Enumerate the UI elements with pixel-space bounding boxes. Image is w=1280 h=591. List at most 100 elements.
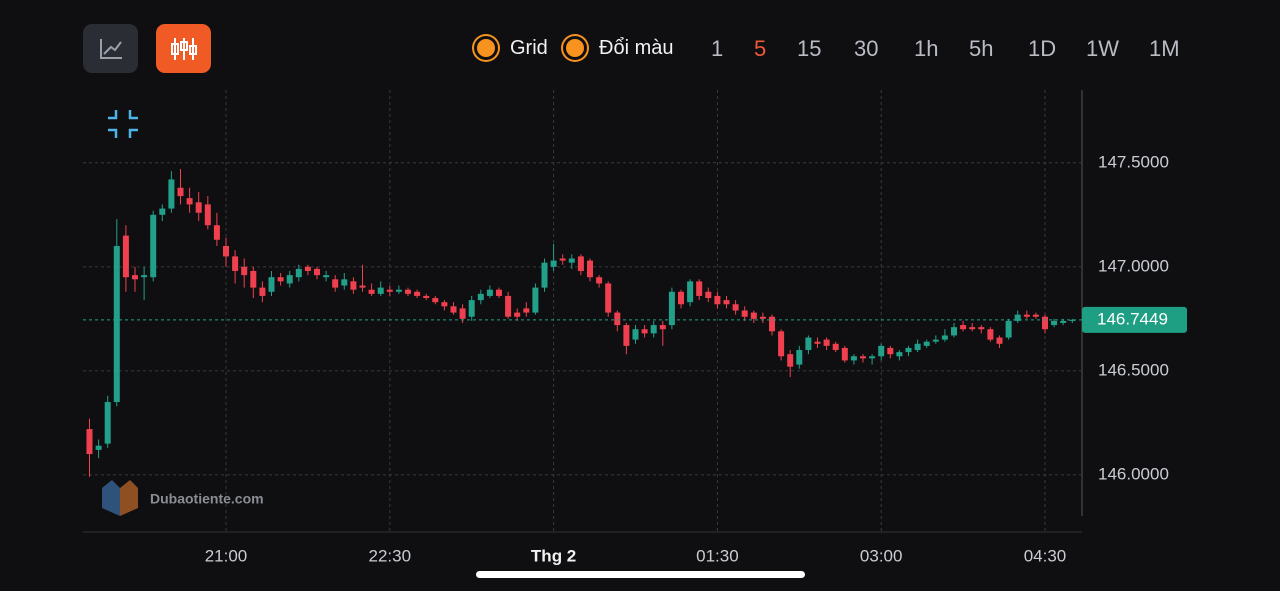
candle bbox=[568, 254, 575, 269]
candle-body bbox=[850, 356, 857, 361]
candle bbox=[1051, 318, 1058, 328]
candle-body bbox=[678, 291, 684, 305]
timeframe[interactable]: 1D bbox=[1028, 36, 1057, 61]
candle-body bbox=[623, 325, 630, 346]
candle-body bbox=[696, 281, 703, 296]
candle-body bbox=[259, 287, 266, 296]
candle bbox=[996, 335, 1003, 348]
candle-body bbox=[632, 329, 639, 340]
x-tick-label: 03:00 bbox=[860, 546, 903, 565]
timeframe-active[interactable]: 5 bbox=[754, 36, 767, 61]
candle-body bbox=[323, 275, 330, 278]
candle bbox=[423, 293, 430, 301]
candle-body bbox=[441, 302, 448, 307]
candle bbox=[104, 395, 111, 448]
candle-body bbox=[122, 235, 129, 278]
candle bbox=[132, 266, 138, 292]
candle bbox=[259, 281, 266, 303]
candle bbox=[641, 325, 648, 338]
candle-body bbox=[769, 316, 775, 332]
candle bbox=[805, 335, 812, 355]
candle-body bbox=[459, 308, 466, 319]
candle-body bbox=[750, 312, 757, 319]
candle bbox=[969, 322, 976, 332]
candle-body bbox=[1014, 314, 1021, 321]
candle bbox=[714, 291, 721, 309]
candle bbox=[596, 275, 603, 288]
candle-body bbox=[869, 356, 876, 359]
candle-body bbox=[1060, 320, 1067, 323]
timeframe[interactable]: 5h bbox=[969, 36, 994, 61]
timeframe[interactable]: 30 bbox=[854, 36, 879, 61]
candle bbox=[405, 287, 411, 296]
candle bbox=[150, 210, 157, 282]
candle-chart-button[interactable] bbox=[156, 24, 211, 73]
candle bbox=[668, 287, 675, 330]
candle-body bbox=[987, 329, 994, 340]
candle bbox=[687, 279, 694, 307]
candle bbox=[850, 354, 857, 365]
candle-body bbox=[277, 277, 284, 282]
candle-body bbox=[295, 268, 302, 278]
candle bbox=[368, 283, 375, 296]
candle-body bbox=[823, 339, 830, 346]
candle bbox=[787, 350, 794, 378]
timeframe[interactable]: 15 bbox=[797, 36, 822, 61]
candle bbox=[195, 191, 202, 222]
candle-body bbox=[951, 327, 957, 336]
candle-body bbox=[550, 260, 557, 267]
candle-body bbox=[1051, 320, 1058, 326]
candle bbox=[86, 418, 93, 477]
timeframe[interactable]: 1M bbox=[1149, 36, 1180, 61]
candle-body bbox=[204, 204, 211, 226]
timeframe[interactable]: 1 bbox=[711, 36, 724, 61]
candle bbox=[141, 266, 148, 301]
candle-body bbox=[1069, 319, 1076, 321]
candle-body bbox=[496, 289, 502, 296]
candle-body bbox=[213, 225, 220, 240]
candle bbox=[232, 250, 239, 284]
candle bbox=[1014, 310, 1021, 323]
candle-body bbox=[505, 295, 512, 317]
candle bbox=[432, 295, 439, 305]
line-icon bbox=[99, 38, 122, 59]
watermark-logo bbox=[102, 480, 138, 516]
candle-body bbox=[887, 347, 894, 355]
candle-body bbox=[541, 262, 548, 288]
candle bbox=[359, 264, 366, 292]
candle bbox=[559, 254, 566, 265]
candle-body bbox=[705, 291, 712, 299]
x-tick-label: 22:30 bbox=[369, 546, 412, 565]
candle bbox=[914, 339, 921, 353]
fullscreen-icon bbox=[108, 110, 138, 138]
color-toggle[interactable]: Đổi màu bbox=[563, 36, 673, 60]
candle-body bbox=[596, 277, 603, 284]
candle bbox=[377, 281, 384, 296]
candle-body bbox=[104, 402, 111, 444]
candle bbox=[286, 270, 293, 288]
candle-body bbox=[896, 352, 903, 357]
line-chart-button[interactable] bbox=[83, 24, 138, 73]
candle-body bbox=[359, 285, 366, 288]
candle-body bbox=[377, 287, 384, 294]
candle-body bbox=[186, 198, 193, 205]
candle-body bbox=[386, 289, 393, 292]
candle bbox=[532, 283, 539, 315]
candle-body bbox=[132, 275, 138, 280]
candle bbox=[659, 320, 666, 346]
timeframe[interactable]: 1h bbox=[914, 36, 939, 61]
candle-body bbox=[423, 295, 430, 299]
candle bbox=[750, 310, 757, 323]
candle-body bbox=[113, 246, 120, 403]
grid-toggle[interactable]: Grid bbox=[474, 36, 548, 60]
candle-body bbox=[841, 347, 848, 361]
candle bbox=[823, 337, 830, 351]
candle bbox=[941, 329, 948, 342]
candle-body bbox=[241, 266, 248, 276]
candle bbox=[696, 279, 703, 301]
timeframe[interactable]: 1W bbox=[1086, 36, 1119, 61]
candle-body bbox=[814, 341, 821, 344]
candle bbox=[814, 337, 821, 348]
candle bbox=[878, 343, 885, 361]
candle bbox=[705, 287, 712, 303]
